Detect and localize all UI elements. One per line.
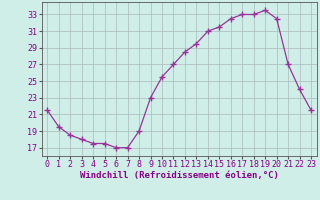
X-axis label: Windchill (Refroidissement éolien,°C): Windchill (Refroidissement éolien,°C) xyxy=(80,171,279,180)
